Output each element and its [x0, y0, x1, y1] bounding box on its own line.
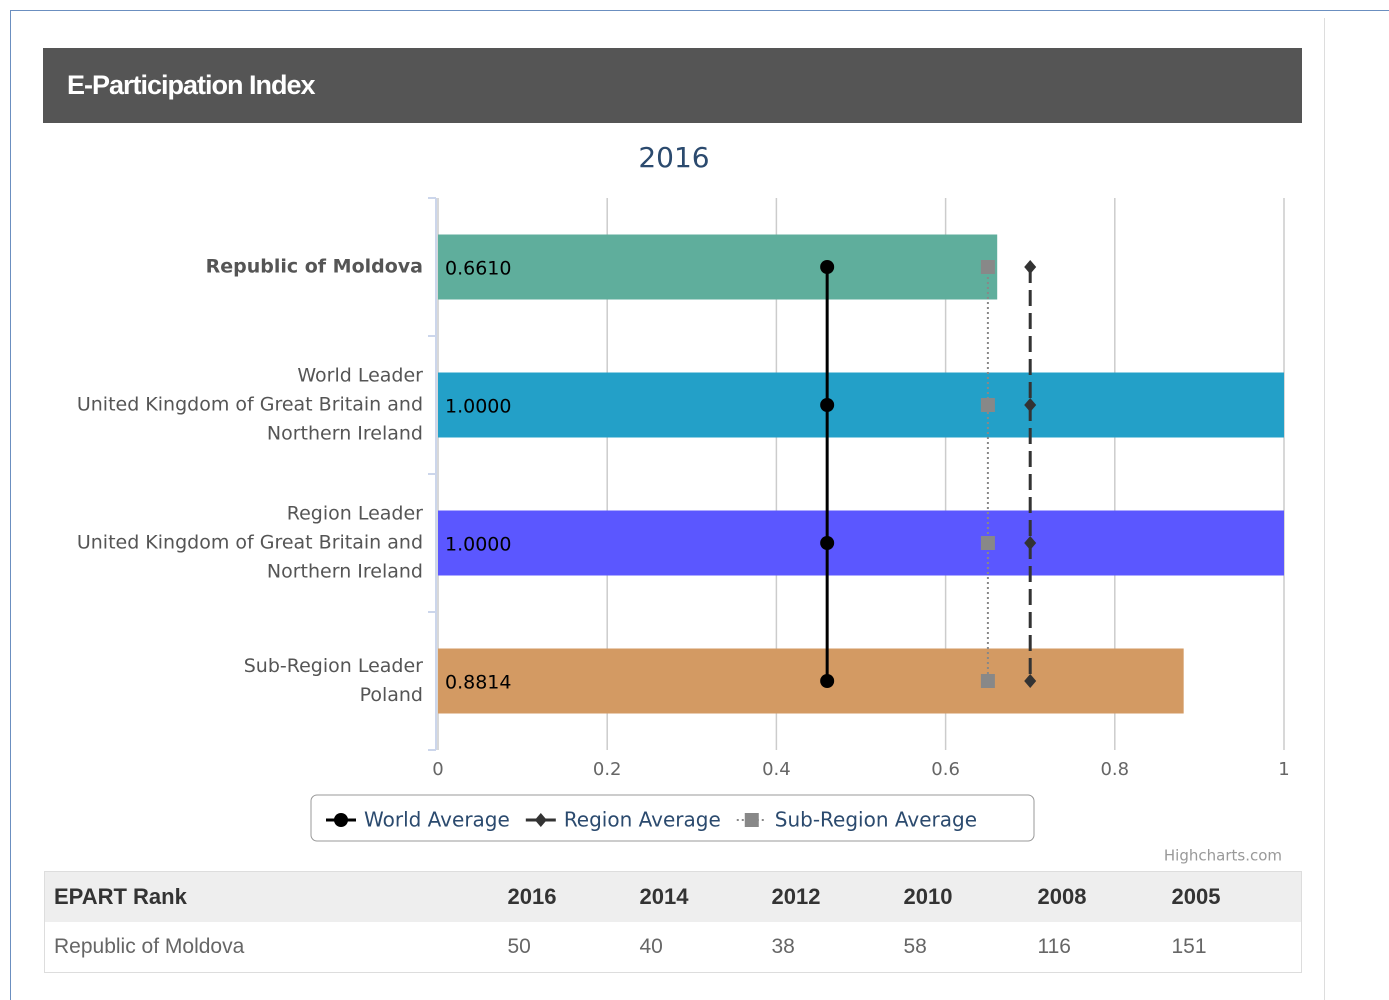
- x-tick-label: 1: [1278, 759, 1289, 780]
- average-marker: [980, 536, 995, 550]
- table-header-cell: 2008: [1028, 871, 1163, 922]
- legend-item: World Average: [326, 808, 510, 832]
- legend-label: World Average: [364, 808, 510, 832]
- table-cell: 58: [903, 935, 927, 958]
- average-marker: [1024, 674, 1037, 688]
- table-cell: Republic of Moldova: [54, 935, 245, 958]
- average-marker: [980, 398, 995, 412]
- table-header-cell: EPART Rank: [44, 871, 499, 922]
- bar: [438, 234, 998, 300]
- value-label: 0.8814: [445, 672, 511, 694]
- average-marker: [980, 674, 995, 688]
- legend-marker: [744, 813, 759, 827]
- table-row: Republic of Moldova 50 40 38 58 116 151: [45, 922, 1302, 973]
- table-header-cell: 2005: [1162, 871, 1302, 922]
- table-cell: 40: [639, 935, 663, 958]
- legend-box: [310, 794, 1035, 842]
- legend-item: Sub-Region Average: [736, 808, 977, 832]
- table-header: EPART Rank 2016 2014 2012 2010 2008 2005: [44, 871, 1302, 922]
- bar: [438, 648, 1184, 714]
- table-cell: 50: [507, 935, 531, 958]
- average-marker: [820, 260, 835, 274]
- table-header-cell: 2014: [630, 871, 763, 922]
- table-header-cell: 2016: [498, 871, 631, 922]
- legend-marker: [334, 813, 348, 827]
- table-header-cell: 2010: [894, 871, 1029, 922]
- average-marker: [820, 674, 835, 688]
- average-marker: [1024, 398, 1037, 412]
- average-marker: [980, 260, 995, 274]
- x-tick-label: 0.4: [762, 759, 791, 780]
- panel: [20, 18, 1325, 1000]
- table-cell: 151: [1171, 935, 1207, 958]
- header-title: E-Participation Index: [43, 48, 1302, 123]
- category-label: Region Leader United Kingdom of Great Br…: [76, 502, 423, 583]
- average-marker: [1024, 536, 1037, 550]
- x-tick-label: 0.8: [1100, 759, 1129, 780]
- average-marker: [820, 536, 835, 550]
- table-cell: 116: [1037, 935, 1071, 958]
- rank-table: EPART Rank 2016 2014 2012 2010 2008 2005 Repub…: [44, 871, 1302, 973]
- bar: [438, 510, 1284, 576]
- legend-item: Region Average: [525, 808, 721, 832]
- table-body: Republic of Moldova 50 40 38 58 116 151: [45, 922, 1302, 973]
- average-marker: [1024, 260, 1037, 274]
- legend-label: Sub-Region Average: [775, 808, 977, 832]
- legend-marker: [534, 813, 547, 827]
- chart-title: 2016: [638, 141, 709, 174]
- table-header-cell: 2012: [762, 871, 895, 922]
- bar: [438, 372, 1284, 438]
- average-marker: [820, 398, 835, 412]
- legend-label: Region Average: [564, 808, 721, 832]
- category-label: Sub-Region Leader Poland: [243, 655, 423, 706]
- credits: Highcharts.com: [1164, 847, 1282, 865]
- x-tick-label: 0.2: [593, 759, 622, 780]
- value-label: 0.6610: [445, 258, 511, 280]
- category-label: World Leader United Kingdom of Great Bri…: [76, 364, 423, 445]
- value-label: 1.0000: [445, 396, 511, 418]
- x-tick-label: 0.6: [931, 759, 960, 780]
- x-tick-label: 0: [432, 759, 443, 780]
- frame: [10, 10, 1389, 1000]
- category-label: Republic of Moldova: [205, 255, 423, 278]
- value-label: 1.0000: [445, 534, 511, 556]
- table-cell: 38: [771, 935, 795, 958]
